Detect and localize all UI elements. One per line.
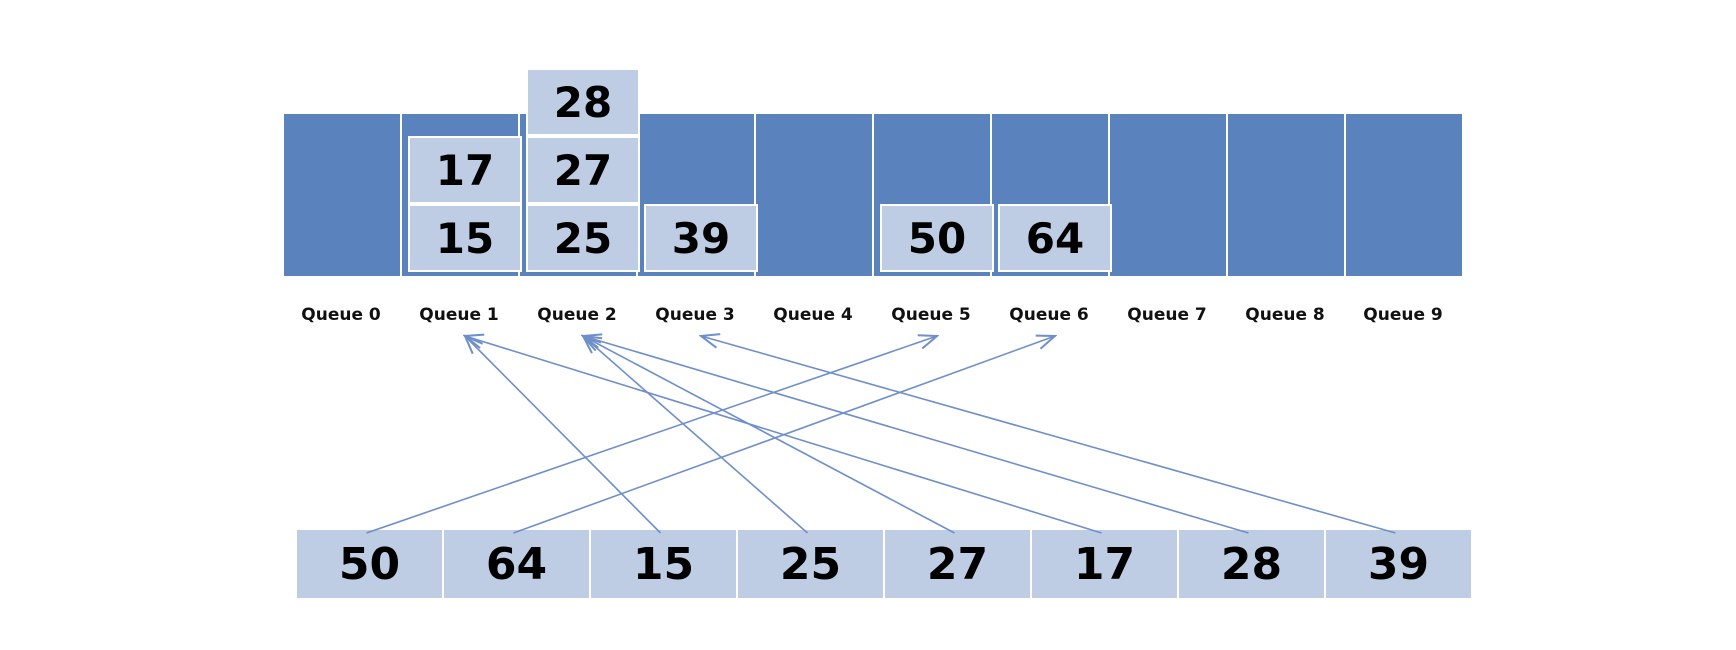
input-item-3: 25 [738, 530, 883, 598]
arrow-39-to-queue-3 [701, 336, 1396, 534]
queue-label-6: Queue 6 [1009, 305, 1089, 325]
queue-2-item-0: 25 [526, 204, 640, 272]
arrow-27-to-queue-2 [583, 336, 955, 534]
queue-label-9: Queue 9 [1363, 305, 1443, 325]
arrow-15-to-queue-1 [465, 336, 662, 534]
input-item-1: 64 [444, 530, 589, 598]
queue-label-2: Queue 2 [537, 305, 617, 325]
queue-5-item-0: 50 [880, 204, 994, 272]
queue-1-item-1: 17 [408, 136, 522, 204]
input-item-0: 50 [297, 530, 442, 598]
queue-slot-8 [1228, 114, 1344, 276]
arrow-64-to-queue-6 [513, 336, 1056, 534]
queue-2-item-2: 28 [526, 68, 640, 136]
queue-slot-9 [1346, 114, 1462, 276]
input-item-4: 27 [885, 530, 1030, 598]
input-item-6: 28 [1179, 530, 1324, 598]
arrow-50-to-queue-5 [366, 336, 938, 534]
queue-label-3: Queue 3 [655, 305, 735, 325]
input-item-5: 17 [1032, 530, 1177, 598]
arrow-17-to-queue-1 [465, 336, 1102, 534]
queue-label-5: Queue 5 [891, 305, 971, 325]
arrow-28-to-queue-2 [583, 336, 1249, 534]
queue-6-item-0: 64 [998, 204, 1112, 272]
queue-label-4: Queue 4 [773, 305, 853, 325]
queue-slot-0 [284, 114, 400, 276]
queue-2-item-1: 27 [526, 136, 640, 204]
queue-label-0: Queue 0 [301, 305, 381, 325]
input-item-7: 39 [1326, 530, 1471, 598]
input-item-2: 15 [591, 530, 736, 598]
queue-label-7: Queue 7 [1127, 305, 1207, 325]
queue-3-item-0: 39 [644, 204, 758, 272]
arrow-25-to-queue-2 [583, 336, 809, 534]
queue-label-8: Queue 8 [1245, 305, 1325, 325]
queue-label-1: Queue 1 [419, 305, 499, 325]
queue-slot-4 [756, 114, 872, 276]
queue-1-item-0: 15 [408, 204, 522, 272]
queue-slot-7 [1110, 114, 1226, 276]
